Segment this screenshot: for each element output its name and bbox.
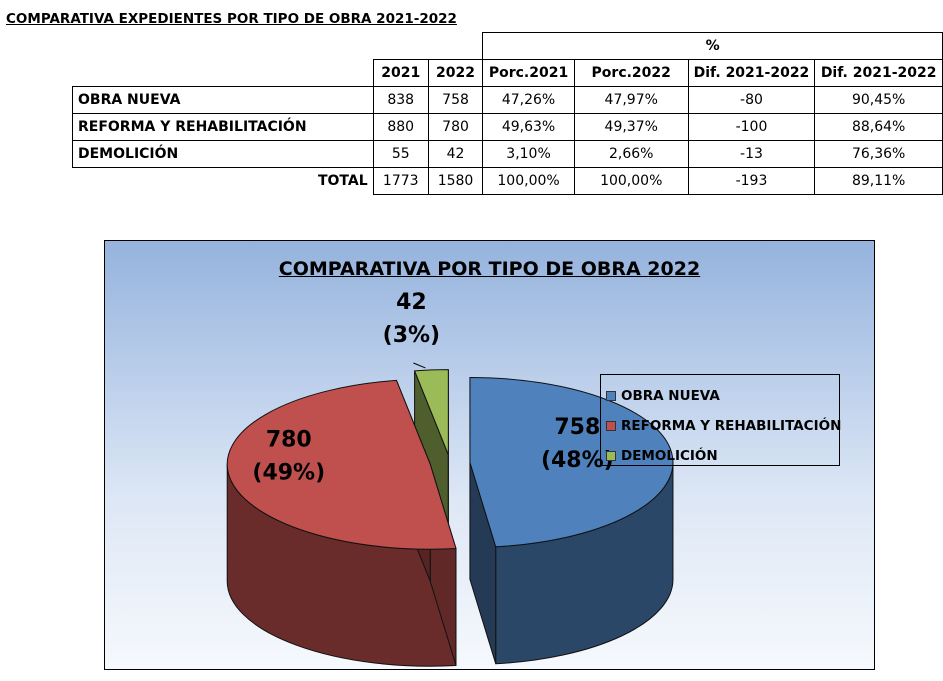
row-label: OBRA NUEVA: [72, 86, 374, 114]
col-header: 2022: [427, 59, 484, 87]
table-cell: 3,10%: [482, 140, 575, 168]
table-cell: -100: [687, 113, 816, 141]
table-cell: 1773: [372, 167, 429, 195]
legend-label: OBRA NUEVA: [621, 388, 720, 404]
table-cell: -13: [687, 140, 816, 168]
legend-label: REFORMA Y REHABILITACIÓN: [621, 418, 842, 434]
legend-swatch: [606, 391, 616, 401]
table-cell: 89,11%: [814, 167, 943, 195]
table-cell: 47,26%: [482, 86, 575, 114]
table-cell: 76,36%: [814, 140, 943, 168]
percent-group-header: %: [482, 32, 943, 60]
col-header: Porc.2021: [482, 59, 575, 87]
table-cell: 49,37%: [573, 113, 689, 141]
pie-slice-top: [226, 379, 457, 550]
table-cell: 100,00%: [482, 167, 575, 195]
col-header: 2021: [372, 59, 429, 87]
table-row: DEMOLICIÓN 55 42 3,10% 2,66% -13 76,36%: [72, 140, 943, 168]
comparison-table: % 2021 2022 Porc.2021 Porc.2022 Dif. 202…: [72, 32, 943, 195]
table-row: REFORMA Y REHABILITACIÓN 880 780 49,63% …: [72, 113, 943, 141]
table-cell: 49,63%: [482, 113, 575, 141]
col-header: Dif. 2021-2022: [814, 59, 943, 87]
table-total-row: TOTAL 1773 1580 100,00% 100,00% -193 89,…: [73, 167, 943, 195]
page-title: COMPARATIVA EXPEDIENTES POR TIPO DE OBRA…: [6, 11, 457, 27]
table-cell: 55: [372, 140, 429, 168]
table-cell: -80: [687, 86, 816, 114]
table-group-header-row: %: [73, 32, 943, 60]
table-cell: 780: [427, 113, 484, 141]
legend-label: DEMOLICIÓN: [621, 448, 718, 464]
pie-label-value: 758: [554, 415, 600, 440]
table-row: OBRA NUEVA 838 758 47,26% 47,97% -80 90,…: [72, 86, 943, 114]
legend-item: REFORMA Y REHABILITACIÓN: [601, 411, 842, 441]
legend-swatch: [606, 421, 616, 431]
table-cell: 1580: [427, 167, 484, 195]
table-cell: 88,64%: [814, 113, 943, 141]
pie-label-value: 42: [396, 290, 427, 315]
col-header: Porc.2022: [573, 59, 689, 87]
pie-label-percent: (48%): [541, 448, 614, 473]
table-cell: 100,00%: [573, 167, 689, 195]
table-header-row: 2021 2022 Porc.2021 Porc.2022 Dif. 2021-…: [73, 59, 943, 87]
chart-title: COMPARATIVA POR TIPO DE OBRA 2022: [278, 258, 701, 280]
pie-slice-1: [226, 379, 457, 667]
pie-chart-area: COMPARATIVA POR TIPO DE OBRA 2022 758 (48…: [104, 240, 875, 670]
chart-legend: OBRA NUEVA REFORMA Y REHABILITACIÓN DEMOLI…: [600, 374, 842, 466]
table-cell: 42: [427, 140, 484, 168]
legend-swatch: [606, 451, 616, 461]
pie-slice-top: [413, 369, 449, 455]
pie-slice-top: [469, 376, 674, 548]
pie-label-percent: (3%): [383, 323, 440, 348]
legend-item: DEMOLICIÓN: [601, 441, 839, 471]
table-cell: 838: [372, 86, 429, 114]
table-cell: -193: [687, 167, 816, 195]
pie-label-percent: (49%): [252, 461, 325, 486]
col-header: Dif. 2021-2022: [687, 59, 816, 87]
table-cell: 2,66%: [573, 140, 689, 168]
table-cell: 90,45%: [814, 86, 943, 114]
pie-slice-0: [469, 376, 674, 665]
pie-leader-line: [413, 362, 426, 369]
row-label: DEMOLICIÓN: [72, 140, 374, 168]
pie-chart: 758 (48%) 780 (49%) 42 (3%): [226, 290, 674, 667]
total-label: TOTAL: [317, 173, 368, 190]
row-label: REFORMA Y REHABILITACIÓN: [72, 113, 374, 141]
pie-label-value: 780: [266, 428, 312, 453]
legend-item: OBRA NUEVA: [601, 381, 839, 411]
table-cell: 47,97%: [573, 86, 689, 114]
table-cell: 880: [372, 113, 429, 141]
table-cell: 758: [427, 86, 484, 114]
